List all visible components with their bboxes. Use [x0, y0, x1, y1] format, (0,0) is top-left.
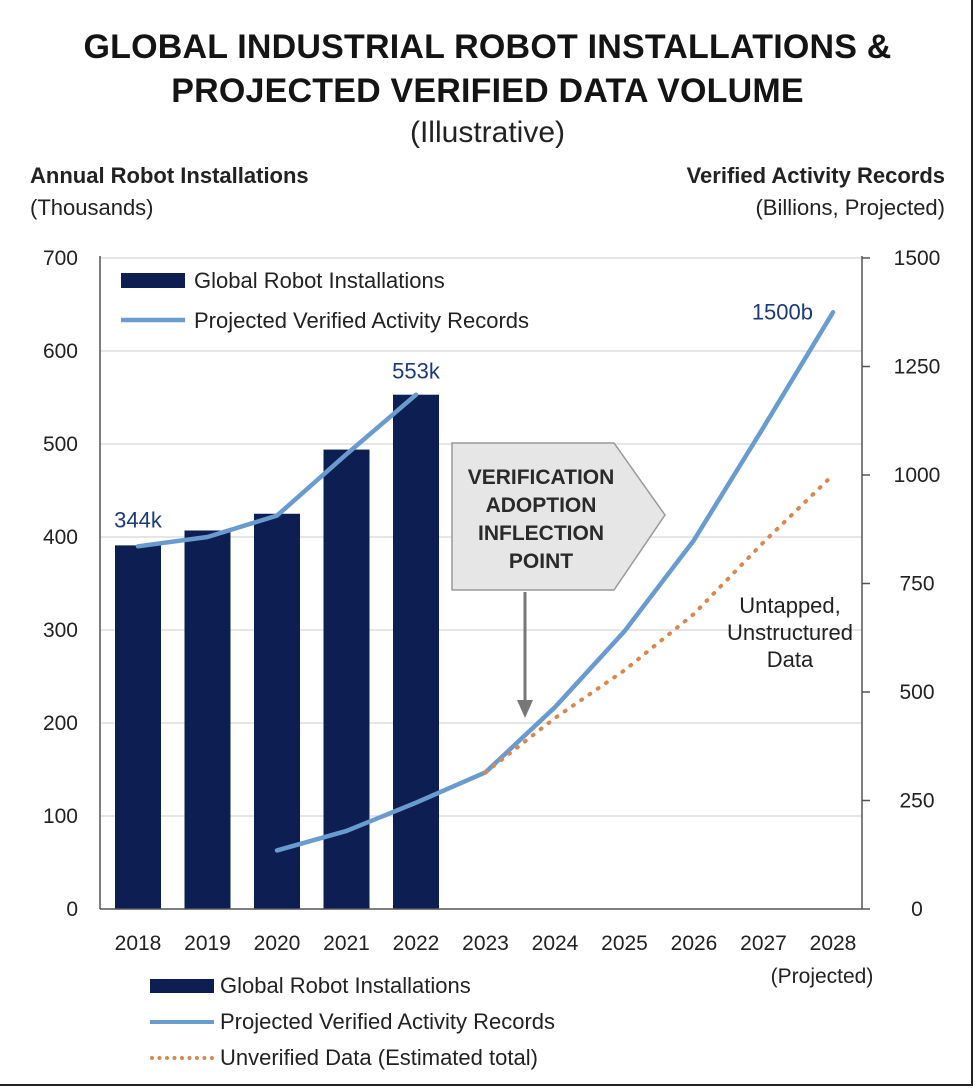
inner-legend: Global Robot Installations Projected Veri… [121, 268, 529, 333]
right-tick-label: 0 [911, 898, 923, 921]
left-axis-title-text: Annual Robot Installations [30, 163, 309, 188]
callout-text-line: VERIFICATION [468, 466, 615, 489]
callout-text-line: ADOPTION [486, 494, 597, 517]
right-axis-title-text: Verified Activity Records [686, 163, 945, 188]
bottom-legend-label-dotted: Unverified Data (Estimated total) [220, 1045, 538, 1070]
callout-shape [451, 442, 666, 591]
right-tick-label: 1000 [894, 464, 941, 487]
data-label-2018: 344k [114, 507, 163, 532]
bottom-legend-item-bars: Global Robot Installations [150, 968, 555, 1004]
right-tick-label: 250 [899, 790, 934, 813]
left-tick-label: 200 [43, 712, 78, 735]
chart-subtitle: (Illustrative) [409, 116, 566, 149]
bottom-legend-item-line: Projected Verified Activity Records [150, 1004, 555, 1040]
left-tick-label: 500 [43, 433, 78, 456]
callout-text-line: INFLECTION [478, 522, 604, 545]
callout-text-line: POINT [509, 550, 573, 573]
inflection-callout: VERIFICATION ADOPTION INFLECTION POINT [451, 442, 666, 718]
bar-layer [115, 394, 439, 910]
annotation-layer: 344k 553k 1500b Global Robot Installations P… [114, 268, 853, 718]
x-tick-label: 2026 [671, 932, 718, 955]
bar-2019 [184, 530, 231, 909]
x-tick-label: 2018 [115, 932, 162, 955]
verified-records-line [135, 392, 419, 549]
bar-swatch [150, 979, 214, 993]
x-tick-label: 2028 [810, 932, 857, 955]
inner-legend-bar-swatch [121, 273, 185, 288]
x-tick-label: 2024 [532, 932, 579, 955]
x-tick-label: 2023 [462, 932, 509, 955]
callout-arrow-head [517, 700, 533, 718]
bottom-legend: Global Robot Installations Projected Ver… [150, 968, 555, 1076]
x-tick-label: 2019 [184, 932, 231, 955]
left-axis-unit: (Thousands) [30, 195, 154, 220]
untapped-data-label: Unstructured [727, 620, 853, 645]
left-tick-label: 700 [43, 247, 78, 270]
right-tick-label: 750 [899, 573, 934, 596]
right-axis-unit: (Billions, Projected) [755, 195, 945, 220]
left-tick-label: 100 [43, 805, 78, 828]
left-axis-title: Annual Robot Installations (Thousands) [30, 160, 309, 224]
chart-title-line-2: PROJECTED VERIFIED DATA VOLUME [171, 72, 804, 110]
left-tick-label: 300 [43, 619, 78, 642]
x-tick-label: 2027 [740, 932, 787, 955]
bottom-legend-label-bars: Global Robot Installations [220, 973, 471, 998]
left-tick-label: 600 [43, 340, 78, 363]
bottom-legend-item-dotted: Unverified Data (Estimated total) [150, 1040, 555, 1076]
projected-label: (Projected) [771, 965, 874, 988]
x-tick-label: 2025 [601, 932, 648, 955]
bottom-legend-label-line: Projected Verified Activity Records [220, 1009, 556, 1034]
inner-legend-label-bars: Global Robot Installations [194, 268, 445, 293]
x-tick-label: 2020 [254, 932, 301, 955]
axis-layer: 0 100 200 300 400 500 600 700 0 250 500 750 1000 1250… [43, 247, 940, 988]
x-tick-label: 2022 [393, 932, 440, 955]
left-tick-label: 400 [43, 526, 78, 549]
verified-records-line [274, 310, 836, 853]
line-layer [135, 310, 836, 853]
dotted-swatch [150, 1056, 214, 1060]
right-axis-title: Verified Activity Records (Billions, Pro… [687, 160, 945, 224]
untapped-data-label: Untapped, [739, 593, 841, 618]
bar-2020 [254, 513, 300, 909]
right-tick-label: 500 [899, 681, 934, 704]
x-tick-label: 2021 [323, 932, 370, 955]
left-tick-label: 0 [66, 898, 78, 921]
bar-2022 [393, 394, 439, 910]
data-label-2022: 553k [392, 359, 441, 384]
bar-2021 [323, 449, 370, 909]
bar-2018 [115, 545, 161, 909]
untapped-data-label: Data [767, 647, 814, 672]
line-swatch [150, 1020, 214, 1024]
data-label-2028: 1500b [752, 299, 813, 324]
right-tick-label: 1250 [894, 356, 941, 379]
right-tick-label: 1500 [894, 247, 941, 270]
chart-title-line-1: GLOBAL INDUSTRIAL ROBOT INSTALLATIONS & [83, 28, 892, 66]
inner-legend-label-line: Projected Verified Activity Records [194, 308, 529, 333]
